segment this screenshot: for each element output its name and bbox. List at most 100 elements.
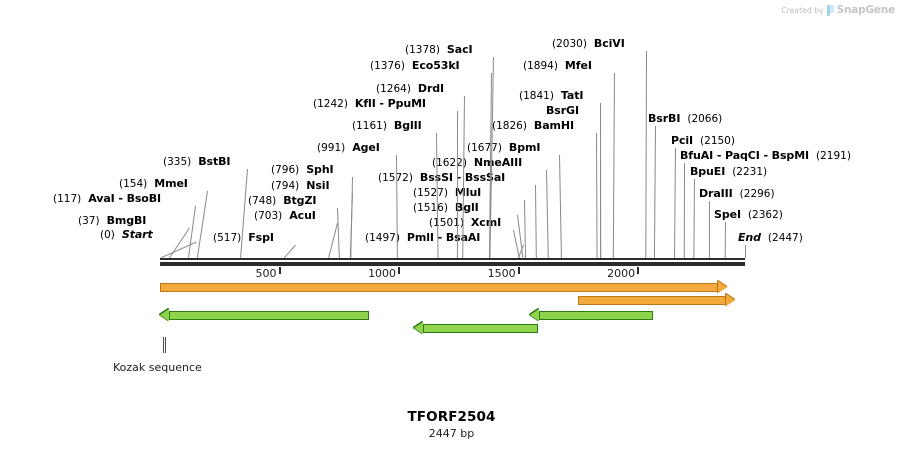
enzyme-name: TatI <box>560 89 584 102</box>
site-position: (335) <box>163 156 192 168</box>
kozak-sequence-marker[interactable] <box>163 337 167 353</box>
snapgene-brand-text: SnapGene <box>836 4 896 16</box>
site-position: (2447) <box>767 232 803 244</box>
feature-arrow[interactable] <box>529 309 654 321</box>
restriction-site-label[interactable]: (1376) Eco53kI <box>370 60 460 72</box>
restriction-site-label[interactable]: (991) AgeI <box>317 142 380 154</box>
ruler-tick <box>637 267 640 274</box>
restriction-site-label[interactable]: (748) BtgZI <box>248 195 316 207</box>
restriction-site-label[interactable]: (1527) MluI <box>413 187 481 199</box>
restriction-site-label[interactable]: (335) BstBI <box>163 156 231 168</box>
site-position: (517) <box>213 232 242 244</box>
site-leader-line <box>196 190 208 259</box>
feature-arrow-body <box>422 324 539 333</box>
restriction-site-label[interactable]: SpeI (2362) <box>714 209 783 221</box>
site-leader-line <box>745 245 746 258</box>
enzyme-name: NmeAIII <box>473 156 523 169</box>
restriction-site-label[interactable]: (517) FspI <box>213 232 274 244</box>
restriction-site-label[interactable]: (154) MmeI <box>119 178 188 190</box>
site-position: (0) <box>100 229 115 241</box>
restriction-site-label[interactable]: (1516) BglI <box>413 202 479 214</box>
restriction-site-label[interactable]: (1378) SacI <box>405 44 473 56</box>
restriction-site-label[interactable]: (117) AvaI - BsoBI <box>53 193 161 205</box>
site-position: (2030) <box>552 38 587 50</box>
site-position: (1622) <box>432 157 467 169</box>
ruler-tick-label: 2000 <box>607 267 636 280</box>
site-leader-line <box>559 154 562 259</box>
site-leader-line <box>535 184 537 259</box>
site-leader-line <box>240 168 248 259</box>
restriction-site-label[interactable]: BsrBI (2066) <box>648 113 722 125</box>
feature-arrow-head <box>717 281 727 293</box>
sequence-terminal-label[interactable]: End (2447) <box>738 232 803 244</box>
feature-arrow-head <box>529 309 539 321</box>
feature-arrow[interactable] <box>577 294 735 306</box>
sequence-backbone[interactable] <box>160 258 745 267</box>
enzyme-name: PmlI - BsaAI <box>406 231 481 244</box>
restriction-site-label[interactable]: (1264) DrdI <box>376 83 444 95</box>
site-position: (1264) <box>376 83 411 95</box>
enzyme-name: BmgBI <box>106 214 147 227</box>
enzyme-name: BamHI <box>533 119 574 132</box>
feature-arrow[interactable] <box>160 281 727 293</box>
enzyme-name: BtgZI <box>283 194 317 207</box>
feature-arrow[interactable] <box>160 309 370 321</box>
site-leader-line <box>724 221 726 259</box>
restriction-site-label[interactable]: BfuAI - PaqCI - BspMI (2191) <box>680 150 851 162</box>
restriction-site-label[interactable]: (1841) TatI <box>519 90 583 102</box>
restriction-site-label[interactable]: (1497) PmlI - BsaAI <box>365 232 480 244</box>
site-position: (1242) <box>313 98 348 110</box>
restriction-site-label[interactable]: DraIII (2296) <box>699 188 775 200</box>
site-leader-line <box>708 200 710 259</box>
restriction-site-label[interactable]: (796) SphI <box>271 164 334 176</box>
site-leader-line <box>673 147 676 258</box>
restriction-site-label[interactable]: (1622) NmeAIII <box>432 157 522 169</box>
feature-arrow-body <box>160 283 718 292</box>
restriction-site-label[interactable]: (1242) KflI - PpuMI <box>313 98 426 110</box>
sequence-title-block: TFORF2504 2447 bp <box>0 409 903 440</box>
ruler-tick <box>278 267 281 274</box>
enzyme-name: BpmI <box>508 141 541 154</box>
restriction-site-label[interactable]: (1161) BglII <box>352 120 422 132</box>
feature-arrow[interactable] <box>413 322 539 334</box>
site-position: (1894) <box>523 60 558 72</box>
sequence-terminal-label[interactable]: (0) Start <box>100 229 153 241</box>
sequence-length: 2447 bp <box>428 427 475 440</box>
snapgene-credit: Created by SnapGene <box>781 3 895 17</box>
restriction-site-label[interactable]: (1677) BpmI <box>467 142 540 154</box>
restriction-site-label[interactable]: (37) BmgBI <box>78 215 146 227</box>
enzyme-name: BpuEI <box>690 165 726 178</box>
restriction-site-label[interactable]: (1501) XcmI <box>429 217 501 229</box>
enzyme-name: Eco53kI <box>411 59 460 72</box>
feature-arrow-head <box>160 309 169 321</box>
restriction-site-label[interactable]: BsrGI <box>546 105 579 116</box>
restriction-site-label[interactable]: (794) NsiI <box>271 180 330 192</box>
restriction-site-label[interactable]: (703) AcuI <box>254 210 316 222</box>
feature-arrow-body <box>169 311 370 320</box>
enzyme-name: AcuI <box>289 209 316 222</box>
site-position: (796) <box>271 164 300 176</box>
site-leader-line <box>350 176 353 259</box>
backbone-bottom-strand <box>160 262 745 266</box>
restriction-site-label[interactable]: (1894) MfeI <box>523 60 592 72</box>
snapgene-logo-icon <box>826 4 834 16</box>
backbone-top-strand <box>160 258 745 260</box>
site-leader-line <box>596 132 598 259</box>
site-leader-line <box>337 207 340 259</box>
site-position: (2191) <box>816 150 851 162</box>
restriction-site-label[interactable]: (1826) BamHI <box>492 120 574 132</box>
credit-made-by-text: Created by <box>781 5 824 15</box>
site-leader-line <box>683 162 685 259</box>
restriction-site-label[interactable]: (2030) BciVI <box>552 38 625 50</box>
site-position: (2296) <box>739 188 775 200</box>
ruler-tick <box>398 267 401 274</box>
site-leader-line <box>187 205 196 259</box>
restriction-site-label[interactable]: PciI (2150) <box>671 135 735 147</box>
feature-arrow-head <box>725 294 735 306</box>
ruler-tick-label: 1500 <box>487 267 516 280</box>
site-position: (1161) <box>352 120 387 132</box>
site-leader-line <box>396 154 398 259</box>
enzyme-name: DrdI <box>417 82 445 95</box>
restriction-site-label[interactable]: BpuEI (2231) <box>690 166 767 178</box>
enzyme-name: MfeI <box>564 59 592 72</box>
